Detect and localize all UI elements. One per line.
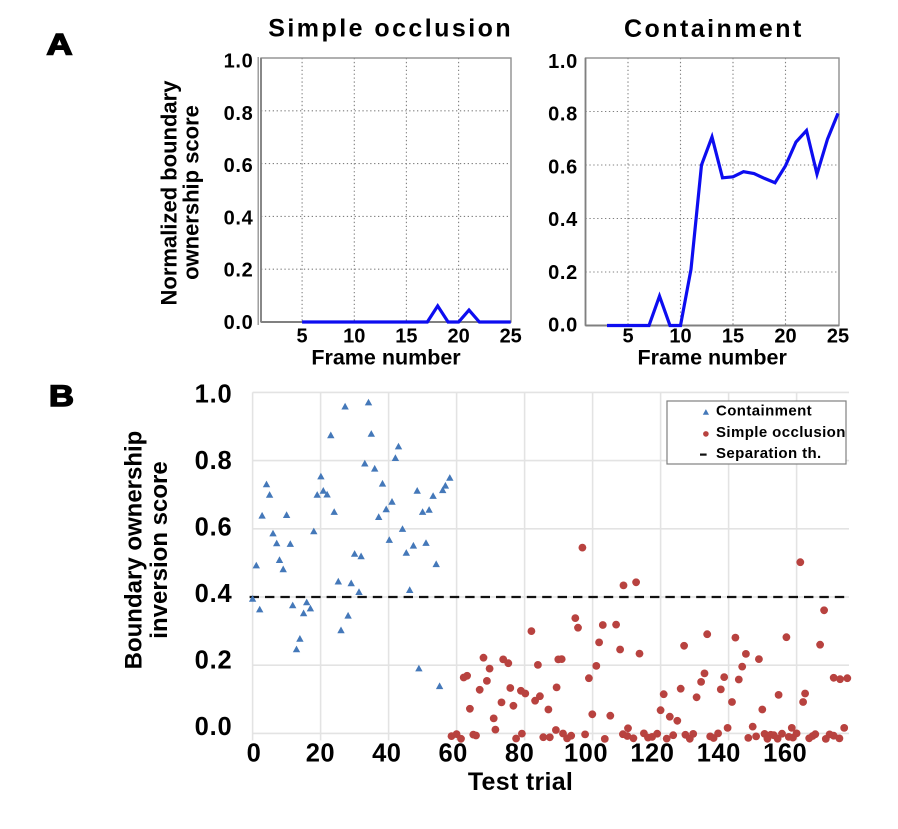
svg-text:0.0: 0.0 xyxy=(195,713,233,741)
svg-text:20: 20 xyxy=(306,739,335,767)
svg-text:20: 20 xyxy=(774,326,796,348)
svg-text:120: 120 xyxy=(630,739,674,767)
svg-text:A: A xyxy=(47,28,73,61)
svg-text:0.0: 0.0 xyxy=(548,315,578,337)
svg-text:0.8: 0.8 xyxy=(224,103,254,125)
svg-text:Containment: Containment xyxy=(624,15,804,43)
svg-text:0.6: 0.6 xyxy=(548,156,578,178)
svg-text:Frame number: Frame number xyxy=(311,346,461,370)
svg-text:0.4: 0.4 xyxy=(195,580,233,608)
svg-text:140: 140 xyxy=(697,739,741,767)
svg-text:0: 0 xyxy=(247,739,262,767)
svg-text:0.8: 0.8 xyxy=(195,447,233,475)
svg-text:160: 160 xyxy=(763,739,807,767)
svg-text:0.4: 0.4 xyxy=(224,207,254,229)
svg-text:B: B xyxy=(49,379,74,412)
svg-text:0.6: 0.6 xyxy=(224,155,254,177)
svg-text:15: 15 xyxy=(722,326,744,348)
svg-text:inversion score: inversion score xyxy=(146,461,173,638)
svg-text:Boundary ownership: Boundary ownership xyxy=(121,431,148,670)
svg-text:0.8: 0.8 xyxy=(548,104,578,126)
svg-text:80: 80 xyxy=(505,739,534,767)
svg-text:1.0: 1.0 xyxy=(195,380,233,408)
svg-text:Separation th.: Separation th. xyxy=(716,445,822,462)
svg-text:0.4: 0.4 xyxy=(548,209,578,231)
svg-text:10: 10 xyxy=(343,326,365,348)
svg-text:Test trial: Test trial xyxy=(468,768,573,796)
svg-text:1.0: 1.0 xyxy=(548,51,578,73)
svg-text:10: 10 xyxy=(669,326,691,348)
svg-text:Simple occlusion: Simple occlusion xyxy=(268,15,513,43)
svg-text:0.0: 0.0 xyxy=(224,312,254,334)
svg-text:1.0: 1.0 xyxy=(224,51,254,73)
svg-text:25: 25 xyxy=(500,326,522,348)
svg-text:0.2: 0.2 xyxy=(224,260,254,282)
svg-text:20: 20 xyxy=(447,326,469,348)
svg-text:0.2: 0.2 xyxy=(195,647,233,675)
svg-text:60: 60 xyxy=(439,739,468,767)
svg-text:5: 5 xyxy=(297,326,308,348)
svg-text:100: 100 xyxy=(564,739,608,767)
svg-text:40: 40 xyxy=(372,739,401,767)
svg-text:Simple occlusion: Simple occlusion xyxy=(716,424,846,441)
svg-text:0.6: 0.6 xyxy=(195,513,233,541)
svg-text:Normalized boundary: Normalized boundary xyxy=(157,80,182,306)
svg-text:ownership score: ownership score xyxy=(179,105,204,280)
svg-text:Frame number: Frame number xyxy=(638,346,788,370)
svg-text:15: 15 xyxy=(395,326,417,348)
svg-text:25: 25 xyxy=(827,326,849,348)
svg-text:0.2: 0.2 xyxy=(548,262,578,284)
svg-text:5: 5 xyxy=(622,326,633,348)
svg-text:Containment: Containment xyxy=(716,403,812,420)
